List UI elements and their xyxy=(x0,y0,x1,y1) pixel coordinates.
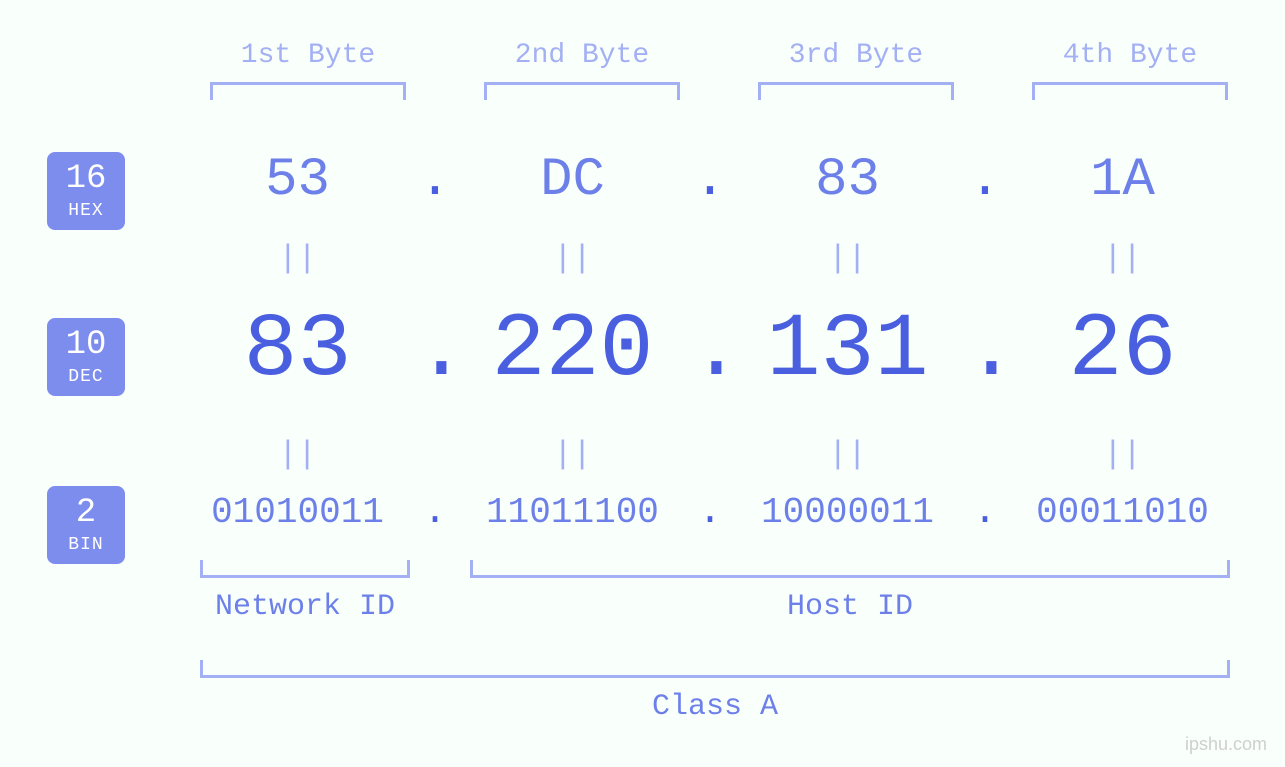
dot: . xyxy=(415,490,455,535)
equals-icon: || xyxy=(455,240,690,277)
dec-4: 26 xyxy=(1005,300,1240,402)
dot: . xyxy=(965,150,1005,211)
badge-hex: 16 HEX xyxy=(47,152,125,230)
bin-1: 01010011 xyxy=(180,492,415,533)
badge-hex-lbl: HEX xyxy=(68,202,103,220)
network-id-label: Network ID xyxy=(200,590,410,624)
equals-icon: || xyxy=(1005,436,1240,473)
diagram: 16 HEX 10 DEC 2 BIN 1st Byte 2nd Byte 3r… xyxy=(0,0,1285,767)
badge-bin: 2 BIN xyxy=(47,486,125,564)
bracket-byte-2 xyxy=(484,82,680,100)
badge-dec: 10 DEC xyxy=(47,318,125,396)
equals-icon: || xyxy=(730,436,965,473)
dot: . xyxy=(415,302,455,401)
dot: . xyxy=(690,150,730,211)
badge-dec-num: 10 xyxy=(66,328,107,362)
hex-1: 53 xyxy=(180,150,415,211)
dot: . xyxy=(415,150,455,211)
badge-hex-num: 16 xyxy=(66,162,107,196)
byte-label-3: 3rd Byte xyxy=(758,40,954,71)
equals-icon: || xyxy=(1005,240,1240,277)
equals-icon: || xyxy=(180,240,415,277)
bracket-host-id xyxy=(470,560,1230,578)
byte-label-2: 2nd Byte xyxy=(484,40,680,71)
bracket-class xyxy=(200,660,1230,678)
badge-bin-num: 2 xyxy=(76,496,96,530)
dec-row: 83 . 220 . 131 . 26 xyxy=(180,300,1240,402)
bin-row: 01010011 . 11011100 . 10000011 . 0001101… xyxy=(180,490,1240,535)
byte-label-1: 1st Byte xyxy=(210,40,406,71)
equals-row-2: || . || . || . || xyxy=(180,436,1240,473)
bin-2: 11011100 xyxy=(455,492,690,533)
bracket-byte-4 xyxy=(1032,82,1228,100)
byte-label-4: 4th Byte xyxy=(1032,40,1228,71)
dot: . xyxy=(965,490,1005,535)
badge-bin-lbl: BIN xyxy=(68,536,103,554)
host-id-label: Host ID xyxy=(470,590,1230,624)
hex-row: 53 . DC . 83 . 1A xyxy=(180,150,1240,211)
hex-2: DC xyxy=(455,150,690,211)
badge-dec-lbl: DEC xyxy=(68,368,103,386)
equals-icon: || xyxy=(180,436,415,473)
dot: . xyxy=(690,490,730,535)
dec-3: 131 xyxy=(730,300,965,402)
dot: . xyxy=(965,302,1005,401)
bracket-byte-1 xyxy=(210,82,406,100)
hex-3: 83 xyxy=(730,150,965,211)
bracket-network-id xyxy=(200,560,410,578)
bracket-byte-3 xyxy=(758,82,954,100)
equals-icon: || xyxy=(730,240,965,277)
watermark: ipshu.com xyxy=(1185,734,1267,755)
dec-2: 220 xyxy=(455,300,690,402)
bin-3: 10000011 xyxy=(730,492,965,533)
hex-4: 1A xyxy=(1005,150,1240,211)
equals-icon: || xyxy=(455,436,690,473)
equals-row-1: || . || . || . || xyxy=(180,240,1240,277)
bin-4: 00011010 xyxy=(1005,492,1240,533)
class-label: Class A xyxy=(200,690,1230,724)
dec-1: 83 xyxy=(180,300,415,402)
dot: . xyxy=(690,302,730,401)
